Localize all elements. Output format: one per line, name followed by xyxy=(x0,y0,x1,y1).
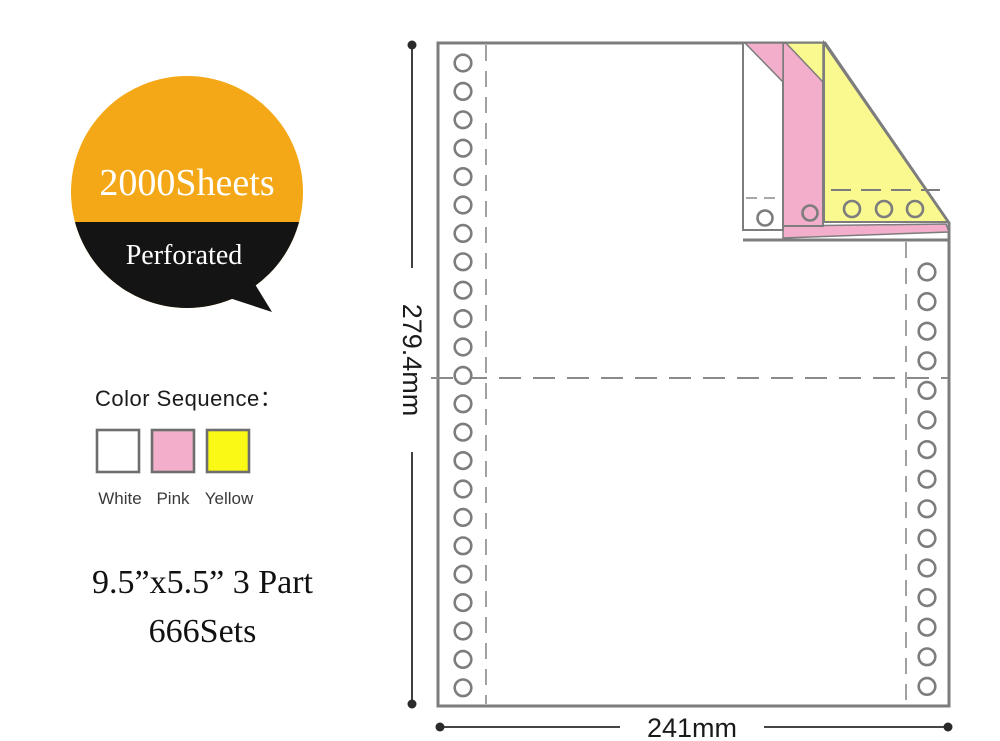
tractor-hole xyxy=(917,469,937,489)
tractor-hole xyxy=(453,138,473,158)
tractor-hole xyxy=(453,365,473,386)
tractor-hole xyxy=(917,558,937,578)
tractor-hole xyxy=(453,394,473,414)
tractor-hole xyxy=(453,337,473,357)
tractor-hole xyxy=(917,617,937,637)
tractor-hole xyxy=(453,507,473,528)
tractor-hole xyxy=(453,649,473,670)
tractor-hole xyxy=(453,280,473,300)
tractor-hole xyxy=(453,81,473,101)
tractor-hole xyxy=(453,422,473,442)
tractor-hole xyxy=(917,410,937,430)
tractor-hole xyxy=(917,587,937,608)
tractor-hole xyxy=(917,292,937,312)
tractor-hole xyxy=(756,209,774,227)
width-dimension-label: 241mm xyxy=(647,713,737,741)
left-tractor-holes xyxy=(453,53,473,698)
tractor-hole xyxy=(453,309,473,329)
tractor-hole xyxy=(917,676,937,697)
tractor-hole xyxy=(917,440,937,460)
swatch-yellow xyxy=(205,428,251,474)
tractor-hole xyxy=(453,564,473,584)
tractor-hole xyxy=(453,451,473,471)
swatch-pink xyxy=(150,428,196,474)
fold-yellow-flap xyxy=(823,39,950,223)
color-sequence-title: Color Sequence： xyxy=(95,386,283,411)
tractor-hole xyxy=(453,167,473,187)
sets-line: 666Sets xyxy=(148,613,257,651)
size-info: 9.5”x5.5” 3 Part 666Sets xyxy=(50,558,355,657)
tractor-hole xyxy=(453,53,473,73)
tractor-hole xyxy=(801,204,819,222)
badge-sheets-label: 2000Sheets xyxy=(99,162,274,204)
width-dim-dot-left xyxy=(435,722,445,732)
tractor-hole xyxy=(874,199,894,219)
tractor-hole xyxy=(905,199,925,219)
fold-tractor-holes xyxy=(756,199,925,227)
tractor-hole xyxy=(453,479,473,499)
width-dim-dot-right xyxy=(943,722,953,732)
tractor-hole xyxy=(453,536,473,556)
fold-pink-sliver xyxy=(782,223,951,239)
right-tractor-holes xyxy=(917,262,937,697)
swatch-white xyxy=(95,428,141,474)
tractor-hole xyxy=(917,647,937,667)
tractor-hole xyxy=(453,678,473,698)
tractor-hole xyxy=(917,528,937,549)
tractor-hole xyxy=(842,199,862,219)
size-line: 9.5”x5.5” 3 Part xyxy=(92,564,313,601)
tractor-hole xyxy=(453,592,473,613)
tractor-hole xyxy=(453,223,473,243)
color-swatches xyxy=(95,428,251,474)
swatch-label-white: White xyxy=(98,489,142,508)
height-dimension-label: 279.4mm xyxy=(397,304,427,417)
tractor-hole xyxy=(917,380,937,401)
fold-pink-corner xyxy=(743,42,784,84)
badge-perforated-label: Perforated xyxy=(126,240,243,271)
tractor-hole xyxy=(917,351,937,371)
tractor-hole xyxy=(453,195,473,215)
swatch-label-pink: Pink xyxy=(156,489,190,508)
height-dim-dot-top xyxy=(407,40,417,50)
tractor-hole xyxy=(453,110,473,130)
tractor-hole xyxy=(453,621,473,641)
tractor-hole xyxy=(453,252,473,272)
tractor-hole xyxy=(917,499,937,519)
sheets-badge: 2000Sheets Perforated xyxy=(71,76,303,312)
tractor-hole xyxy=(917,262,937,282)
swatch-label-yellow: Yellow xyxy=(204,489,254,508)
height-dim-dot-bottom xyxy=(407,699,417,709)
tractor-hole xyxy=(917,321,937,341)
